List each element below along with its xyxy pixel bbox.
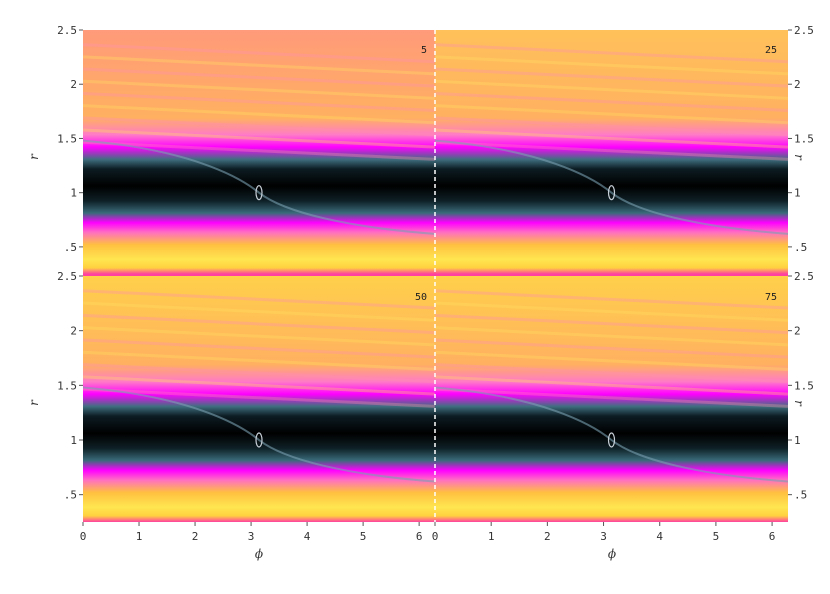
streak [83,116,435,137]
panel-label-bottom-right: 75 [765,292,777,303]
heatmap-background [435,276,788,522]
streak [83,363,435,384]
streak [435,104,788,125]
y-tick-label: 1.5 [794,379,814,392]
heatmap-background [83,276,435,522]
y-tick-label: 2 [70,78,77,91]
x-tick-label: 2 [192,530,199,543]
streak [435,289,788,310]
x-tick-label: 3 [600,530,607,543]
streak [435,375,788,396]
x-tick-label: 6 [769,530,776,543]
panel-top-left [83,30,435,274]
streak [435,140,788,161]
streak [435,301,788,322]
streak [83,67,435,88]
streak [435,116,788,137]
panel-bottom-left [83,276,435,522]
panel-top-right [435,30,788,274]
x-tick-label: 4 [656,530,663,543]
streak [83,79,435,100]
separatrix [435,386,788,483]
y-tick-label: .5 [64,489,77,502]
axes: 0 1 2 3 4 5 6 0 1 2 3 4 5 62.521.51.52.521.51.52.521.… [57,24,814,543]
ylabel-bottom-right: r [792,400,806,407]
streak [83,375,435,396]
y-tick-label: 2 [794,325,801,338]
xlabel-right: ϕ [608,547,616,561]
streak [83,55,435,76]
xlabel-left: ϕ [255,547,263,561]
y-tick-label: 2.5 [57,270,77,283]
y-tick-label: .5 [794,489,807,502]
fixed-point-marker [607,432,616,448]
fixed-point-marker [607,185,616,201]
streak [83,301,435,322]
y-tick-label: 1 [70,187,77,200]
streak [83,128,435,149]
fixed-point-marker [255,185,263,201]
ylabel-bottom-left: r [27,399,41,406]
streak [435,79,788,100]
heatmap-background [83,30,435,274]
y-tick-label: 2 [794,78,801,91]
x-tick-label: 0 [80,530,87,543]
separatrix [83,386,435,483]
streak [83,91,435,113]
x-tick-label: 5 [713,530,720,543]
panel-label-top-right: 25 [765,45,777,56]
streak [435,363,788,384]
streak [83,104,435,125]
streak [83,326,435,347]
streak [435,91,788,113]
panel-label-bottom-left: 50 [415,292,427,303]
streak [435,350,788,371]
y-tick-label: 2.5 [57,24,77,37]
y-tick-label: 1 [794,434,801,447]
y-tick-label: .5 [794,241,807,254]
streak [435,313,788,335]
x-tick-label: 6 [416,530,423,543]
fixed-point-marker [255,432,263,448]
ylabel-top-left: r [27,153,41,160]
x-tick-label: 3 [248,530,255,543]
y-tick-label: 2 [70,325,77,338]
panel-label-top-left: 5 [421,45,427,56]
y-tick-label: 1.5 [794,132,814,145]
y-tick-label: 1.5 [57,132,77,145]
y-tick-label: 1 [70,434,77,447]
streak [435,43,788,64]
separatrix [83,139,435,235]
streak [83,338,435,359]
y-tick-label: 1.5 [57,379,77,392]
streak [435,338,788,359]
panel-bottom-right [435,276,788,522]
y-tick-label: 1 [794,187,801,200]
streak [83,387,435,408]
streak [435,128,788,149]
ylabel-top-right: r [792,154,806,161]
x-tick-label: 4 [304,530,311,543]
x-tick-label: 5 [360,530,367,543]
x-tick-label: 1 [488,530,495,543]
streak [435,67,788,88]
streak [83,140,435,161]
streak [83,313,435,335]
y-tick-label: .5 [64,241,77,254]
y-tick-label: 2.5 [794,24,814,37]
streak [435,55,788,76]
separatrix [435,139,788,235]
streak [83,289,435,310]
streak [83,350,435,371]
y-tick-label: 2.5 [794,270,814,283]
heatmap-background [435,30,788,274]
x-tick-label: 2 [544,530,551,543]
streak [435,326,788,347]
streak [435,387,788,408]
streak [83,43,435,64]
x-tick-label: 1 [136,530,143,543]
x-tick-label: 0 [432,530,439,543]
